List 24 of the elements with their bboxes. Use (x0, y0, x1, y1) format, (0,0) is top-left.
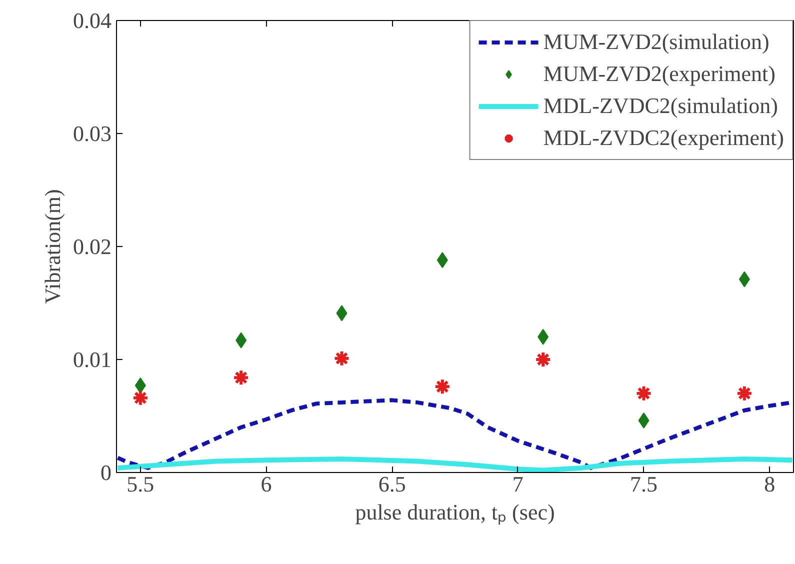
y-tick-label: 0.02 (73, 234, 112, 259)
x-tick-label: 6 (260, 472, 272, 496)
y-tick-label: 0.03 (73, 121, 112, 146)
legend-label: MUM-ZVD2(simulation) (543, 29, 770, 55)
y-tick-label: 0.04 (73, 8, 112, 33)
point (232, 369, 250, 386)
x-axis-title: pulse duration, tₚ (sec) (355, 500, 555, 526)
point (736, 384, 753, 402)
x-tick-label: 6.5 (378, 472, 406, 496)
point (434, 378, 451, 396)
legend-label: MDL-ZVDC2(experiment) (543, 125, 784, 151)
point (132, 389, 149, 406)
x-tick-label: 5.5 (126, 472, 154, 496)
y-axis-title: Vibration(m) (40, 189, 65, 304)
x-tick-label: 7.5 (630, 472, 658, 496)
point (635, 384, 652, 402)
x-tick-label: 7 (512, 472, 524, 496)
point (534, 351, 552, 368)
point (333, 350, 350, 367)
legend-label: MDL-ZVDC2(simulation) (543, 93, 778, 119)
legend-label: MUM-ZVD2(experiment) (543, 61, 776, 87)
y-tick-label: 0 (100, 460, 112, 485)
x-tick-label: 8 (764, 472, 776, 496)
y-tick-label: 0.01 (73, 347, 112, 372)
